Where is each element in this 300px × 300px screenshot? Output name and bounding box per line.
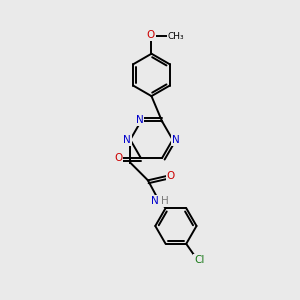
Text: N: N — [124, 135, 131, 145]
Text: O: O — [114, 153, 122, 163]
Text: N: N — [152, 196, 159, 206]
Text: CH₃: CH₃ — [168, 32, 184, 40]
Text: H: H — [161, 196, 169, 206]
Text: O: O — [147, 31, 155, 40]
Text: O: O — [167, 171, 175, 181]
Text: N: N — [136, 115, 143, 125]
Text: Cl: Cl — [194, 255, 205, 265]
Text: N: N — [172, 135, 179, 145]
